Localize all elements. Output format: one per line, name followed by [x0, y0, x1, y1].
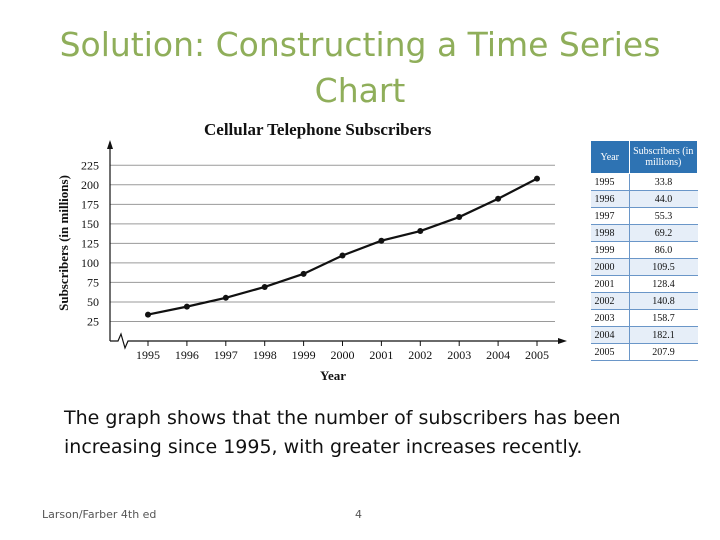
table-row: 2004 182.1 — [590, 326, 698, 344]
data-point — [456, 214, 463, 221]
x-tick-label: 2005 — [525, 348, 549, 362]
table-cell-year: 2004 — [590, 326, 630, 344]
x-tick-label: 2000 — [331, 348, 355, 362]
y-tick-label: 25 — [87, 314, 99, 328]
y-axis-arrow — [107, 140, 113, 149]
data-point — [417, 228, 424, 235]
table-cell-subscribers: 158.7 — [629, 309, 698, 327]
y-tick-label: 150 — [81, 217, 99, 231]
x-tick-label: 2001 — [369, 348, 393, 362]
table-cell-year: 2003 — [590, 309, 630, 327]
table-cell-year: 1996 — [590, 190, 630, 208]
table-cell-subscribers: 109.5 — [629, 258, 698, 276]
data-point — [300, 270, 307, 277]
y-tick-label: 225 — [81, 158, 99, 172]
x-tick-label: 2003 — [447, 348, 471, 362]
table-cell-subscribers: 128.4 — [629, 275, 698, 293]
table-header-row: Year Subscribers (in millions) — [590, 140, 698, 174]
table-cell-year: 1999 — [590, 241, 630, 259]
x-axis-label: Year — [320, 368, 346, 383]
axis-break — [110, 332, 131, 350]
table-cell-subscribers: 86.0 — [629, 241, 698, 259]
table-row: 2005 207.9 — [590, 343, 698, 361]
table-cell-year: 1997 — [590, 207, 630, 225]
table-row: 2002 140.8 — [590, 292, 698, 310]
table-row: 1997 55.3 — [590, 207, 698, 225]
grid-lines — [110, 164, 555, 322]
page-number: 4 — [355, 508, 362, 521]
table-cell-subscribers: 207.9 — [629, 343, 698, 361]
x-tick-label: 1997 — [214, 348, 238, 362]
table-cell-subscribers: 69.2 — [629, 224, 698, 242]
chart-title: Cellular Telephone Subscribers — [204, 120, 432, 139]
x-tick-label: 1998 — [253, 348, 277, 362]
caption-text: The graph shows that the number of subsc… — [64, 407, 621, 458]
tick-labels: 25 50 75 100 125 150 175 200 225 1995 1996 1997 1998… — [81, 158, 549, 362]
data-point — [495, 195, 502, 202]
table-row: 2003 158.7 — [590, 309, 698, 327]
table-row: 2001 128.4 — [590, 275, 698, 293]
footer-credit: Larson/Farber 4th ed — [42, 508, 157, 521]
data-point — [534, 175, 540, 182]
slide-title: Solution: Constructing a Time Series Cha… — [59, 25, 661, 110]
x-tick-label: 1999 — [292, 348, 316, 362]
table-cell-subscribers: 33.8 — [629, 173, 698, 191]
data-point — [222, 294, 229, 301]
data-point — [339, 252, 346, 259]
axes — [107, 140, 567, 350]
data-point — [378, 237, 385, 244]
y-tick-label: 100 — [81, 256, 99, 270]
table-cell-year: 2000 — [590, 258, 630, 276]
x-tick-label: 2002 — [408, 348, 432, 362]
table-cell-subscribers: 140.8 — [629, 292, 698, 310]
table-row: 2000 109.5 — [590, 258, 698, 276]
table-cell-year: 1998 — [590, 224, 630, 242]
table-row: 1996 44.0 — [590, 190, 698, 208]
table-row: 1995 33.8 — [590, 173, 698, 191]
y-tick-label: 175 — [81, 197, 99, 211]
table-cell-subscribers: 55.3 — [629, 207, 698, 225]
y-tick-label: 50 — [87, 295, 99, 309]
data-table: Year Subscribers (in millions) 1995 33.8 1… — [590, 140, 698, 361]
table-cell-subscribers: 182.1 — [629, 326, 698, 344]
data-point — [261, 283, 268, 290]
data-point — [183, 303, 190, 310]
series-line — [147, 177, 538, 316]
data-point — [145, 311, 151, 318]
series-line-layer — [147, 177, 538, 316]
x-tick-label: 1995 — [136, 348, 160, 362]
y-tick-label: 200 — [81, 178, 99, 192]
table-cell-year: 1995 — [590, 173, 630, 191]
y-tick-label: 125 — [81, 236, 99, 250]
table-cell-year: 2005 — [590, 343, 630, 361]
x-tick-label: 2004 — [486, 348, 510, 362]
table-header-subscribers: Subscribers (in millions) — [628, 140, 698, 174]
table-cell-year: 2002 — [590, 292, 630, 310]
table-header-year: Year — [590, 140, 630, 174]
table-cell-subscribers: 44.0 — [629, 190, 698, 208]
x-tick-label: 1996 — [175, 348, 199, 362]
table-cell-year: 2001 — [590, 275, 630, 293]
y-tick-label: 75 — [87, 275, 99, 289]
data-points — [145, 175, 540, 318]
y-axis-label: Subscribers (in millions) — [56, 175, 71, 311]
x-axis-arrow — [558, 338, 567, 344]
table-row: 1998 69.2 — [590, 224, 698, 242]
table-row: 1999 86.0 — [590, 241, 698, 259]
